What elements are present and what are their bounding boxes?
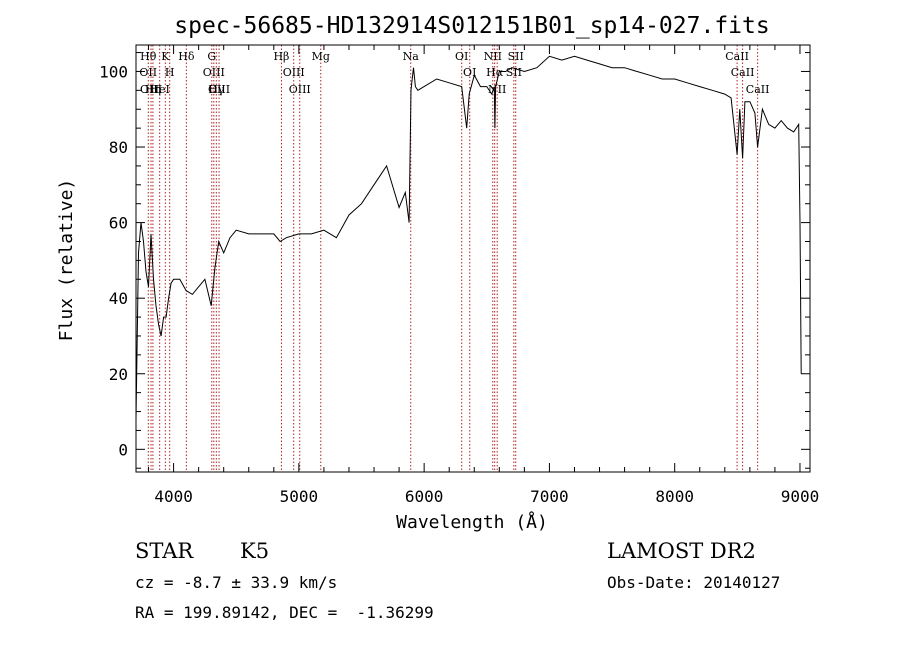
spectral-line-label: NII (484, 50, 502, 63)
spectral-line-label: Na (403, 50, 420, 63)
spectral-line-label: CaII (725, 50, 749, 63)
y-axis-label: Flux (relative) (56, 179, 77, 342)
x-axis-ticks: 4000 5000 6000 7000 8000 9000 (148, 45, 820, 506)
chart-title: spec-56685-HD132914S012151B01_sp14-027.f… (174, 13, 769, 39)
y-tick-label: 40 (109, 289, 128, 308)
y-tick-label: 0 (118, 440, 128, 459)
x-tick-label: 4000 (154, 487, 193, 506)
x-tick-label: 8000 (655, 487, 694, 506)
spectral-line-label: OIII (289, 83, 311, 96)
x-tick-label: 5000 (280, 487, 319, 506)
spectral-line-label: OI (463, 66, 476, 79)
spectral-line-label: OI (455, 50, 468, 63)
spectral-line-label: K (161, 50, 170, 63)
coordinates-readout: RA = 199.89142, DEC = -1.36299 (135, 603, 434, 622)
spectral-line-label: NII (488, 83, 506, 96)
observation-date: Obs-Date: 20140127 (607, 573, 781, 592)
spectral-line-markers (147, 45, 759, 472)
y-tick-label: 20 (109, 365, 128, 384)
y-axis-ticks: 0 20 40 60 80 100 (99, 52, 810, 469)
spectral-line-label: Hθ (140, 50, 157, 63)
spectral-line-label: Hα (486, 66, 504, 79)
spectral-line-label: OIII (283, 66, 305, 79)
spectral-line-label: G (207, 50, 216, 63)
spectral-line-label: Mg (312, 50, 330, 63)
y-tick-label: 100 (99, 62, 128, 81)
object-subclass: K5 (240, 539, 270, 563)
spectral-line-label: HeI (149, 83, 169, 96)
spectral-line-label: OIII (208, 83, 230, 96)
spectral-line-label: Hη (145, 83, 161, 96)
y-tick-label: 60 (109, 214, 128, 233)
spectral-line-label: OII (139, 66, 157, 79)
spectral-line-label: Hβ (273, 50, 289, 63)
survey-name: LAMOST DR2 (607, 539, 756, 563)
y-tick-label: 80 (109, 138, 128, 157)
spectral-line-label: H (165, 66, 175, 79)
x-tick-label: 7000 (530, 487, 569, 506)
spectral-line-label: SII (508, 50, 524, 63)
spectral-line-label: OIII (203, 66, 225, 79)
x-tick-label: 6000 (405, 487, 444, 506)
x-axis-label: Wavelength (Å) (396, 511, 548, 533)
spectral-line-label: CaII (746, 83, 770, 96)
object-class: STAR (135, 539, 194, 563)
plot-frame (135, 44, 811, 473)
spectral-line-label: Hδ (178, 50, 195, 63)
spectral-line-label: OIII (140, 83, 162, 96)
spectral-line-label: CaII (731, 66, 755, 79)
x-tick-label: 9000 (781, 487, 820, 506)
spectrum-line (135, 55, 802, 420)
spectral-line-label: Hγ (208, 83, 225, 96)
redshift-readout: cz = -8.7 ± 33.9 km/s (135, 573, 338, 592)
